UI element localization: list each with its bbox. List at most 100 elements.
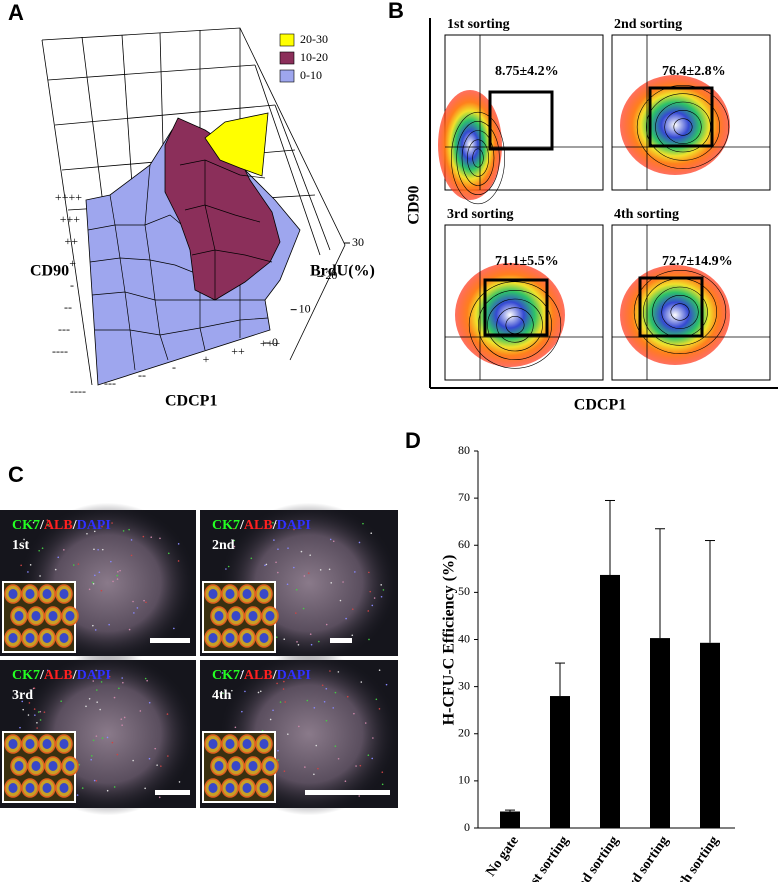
x-level-label: ++	[231, 344, 245, 358]
speckle	[370, 532, 373, 535]
scale-bar	[305, 790, 390, 795]
y-tick-label: 0	[464, 820, 470, 834]
speckle	[117, 570, 119, 573]
speckle	[328, 568, 331, 571]
speckle	[310, 643, 313, 646]
speckle	[72, 564, 75, 566]
speckle	[364, 722, 367, 724]
speckle	[273, 539, 275, 541]
speckle	[358, 795, 361, 797]
speckle	[272, 521, 274, 524]
speckle	[375, 698, 378, 701]
speckle	[19, 726, 21, 729]
speckle	[167, 552, 170, 555]
speckle	[113, 786, 116, 788]
speckle	[36, 727, 38, 729]
speckle	[92, 624, 94, 627]
speckle	[108, 623, 110, 626]
nucleus	[8, 589, 18, 599]
y-tick-label: 40	[458, 631, 470, 645]
speckle	[132, 759, 134, 762]
speckle	[77, 563, 80, 565]
speckle	[148, 757, 151, 760]
nucleus	[59, 739, 69, 749]
nucleus	[208, 589, 218, 599]
y-level-label: +++	[60, 212, 81, 226]
speckle	[313, 707, 316, 709]
speckle	[112, 580, 114, 583]
speckle	[113, 696, 116, 699]
scale-bar	[155, 790, 190, 795]
y-level-label: ----	[52, 344, 68, 358]
speckle	[136, 607, 139, 609]
y-axis-label: CD90	[406, 185, 423, 224]
speckle	[367, 610, 370, 612]
speckle	[297, 644, 300, 646]
speckle	[264, 564, 266, 567]
gate	[488, 90, 554, 151]
speckle	[337, 757, 340, 760]
y-tick-label: 10	[458, 773, 470, 787]
speckle	[166, 713, 169, 715]
speckle	[116, 574, 119, 577]
y-tick-label: 20	[458, 726, 470, 740]
speckle	[323, 700, 326, 703]
speckle	[39, 719, 42, 721]
speckle	[97, 548, 99, 551]
speckle	[293, 566, 295, 569]
speckle	[369, 590, 372, 593]
speckle	[133, 612, 135, 614]
speckle	[145, 601, 147, 604]
contour	[456, 121, 500, 195]
speckle	[111, 522, 113, 524]
speckle	[306, 699, 309, 702]
speckle	[22, 708, 24, 711]
nucleus	[248, 611, 258, 621]
speckle	[315, 744, 318, 747]
x-level-label: +	[203, 352, 210, 366]
stain-label: DAPI	[77, 518, 111, 533]
speckle	[277, 749, 279, 752]
speckle	[139, 710, 142, 712]
plot-title: 4th sorting	[614, 207, 679, 222]
speckle	[309, 633, 312, 635]
speckle	[351, 634, 354, 637]
stain-label: ALB	[244, 518, 273, 533]
speckle	[116, 578, 119, 580]
speckle	[368, 638, 370, 641]
speckle	[283, 680, 285, 683]
speckle	[92, 583, 95, 585]
speckle	[96, 689, 98, 691]
speckle	[371, 757, 374, 760]
speckle	[128, 628, 131, 631]
speckle	[368, 571, 370, 574]
speckle	[257, 691, 260, 694]
surface-grid-top	[179, 159, 273, 300]
speckle	[81, 787, 84, 789]
speckle	[346, 695, 349, 698]
speckle	[334, 691, 337, 694]
x-level-label: ---	[104, 376, 116, 390]
speckle	[378, 669, 381, 672]
speckle	[329, 538, 332, 541]
speckle	[275, 561, 277, 564]
scatter-cloud	[620, 265, 730, 365]
speckle	[287, 547, 289, 549]
speckle	[122, 681, 124, 684]
speckle	[93, 779, 96, 782]
stain-label: CK7	[12, 518, 40, 533]
nucleus	[242, 633, 252, 643]
speckle	[334, 745, 337, 747]
bar	[500, 811, 520, 828]
z-tick-label: 0	[272, 335, 278, 349]
nucleus	[25, 633, 35, 643]
contour	[461, 130, 495, 186]
speckle	[128, 528, 130, 531]
speckle	[284, 523, 287, 525]
x-level-label: --	[138, 368, 146, 382]
speckle	[354, 571, 356, 573]
speckle	[88, 588, 91, 591]
y-level-label: -	[70, 278, 74, 292]
speckle	[98, 571, 101, 574]
